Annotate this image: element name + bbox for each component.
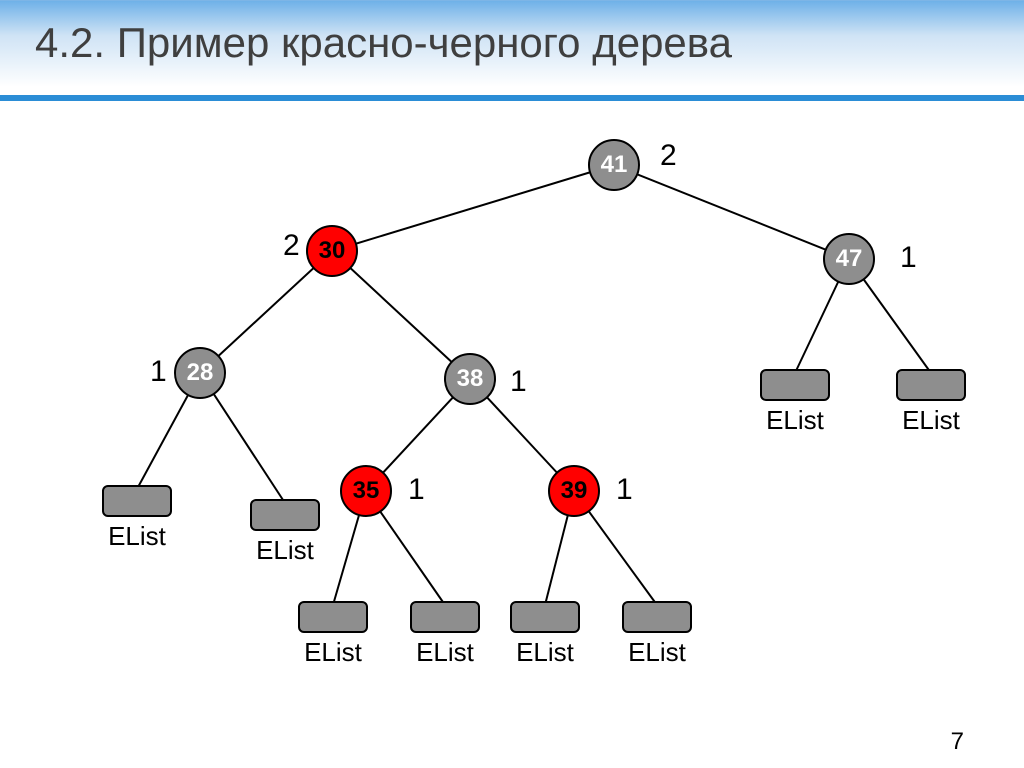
leaf-label: EList xyxy=(886,405,976,436)
leaf-box xyxy=(510,601,580,633)
leaf-label: EList xyxy=(288,637,378,668)
tree-node-47: 47 xyxy=(823,233,875,285)
leaf-label: EList xyxy=(500,637,590,668)
tree-diagram: 41 30 47 28 38 35 39 EList EList EList EList EList E… xyxy=(0,101,1024,768)
black-height-annotation: 1 xyxy=(510,365,527,399)
tree-node-38: 38 xyxy=(444,353,496,405)
leaf-label: EList xyxy=(92,521,182,552)
leaf-label: EList xyxy=(400,637,490,668)
page-number: 7 xyxy=(951,728,964,756)
black-height-annotation: 1 xyxy=(616,473,633,507)
leaf-box xyxy=(102,485,172,517)
black-height-annotation: 1 xyxy=(900,241,917,275)
tree-node-30: 30 xyxy=(306,225,358,277)
black-height-annotation: 1 xyxy=(408,473,425,507)
leaf-label: EList xyxy=(240,535,330,566)
leaf-box xyxy=(250,499,320,531)
leaf-label: EList xyxy=(612,637,702,668)
leaf-box xyxy=(622,601,692,633)
leaf-box xyxy=(410,601,480,633)
leaf-box xyxy=(760,369,830,401)
black-height-annotation: 1 xyxy=(150,355,167,389)
leaf-box xyxy=(298,601,368,633)
tree-node-28: 28 xyxy=(174,347,226,399)
black-height-annotation: 2 xyxy=(283,229,300,263)
tree-node-41: 41 xyxy=(588,139,640,191)
leaf-label: EList xyxy=(750,405,840,436)
slide-title: 4.2. Пример красно-черного дерева xyxy=(35,19,732,67)
leaf-box xyxy=(896,369,966,401)
slide-header: 4.2. Пример красно-черного дерева xyxy=(0,0,1024,87)
black-height-annotation: 2 xyxy=(660,139,677,173)
tree-node-35: 35 xyxy=(340,465,392,517)
tree-node-39: 39 xyxy=(548,465,600,517)
